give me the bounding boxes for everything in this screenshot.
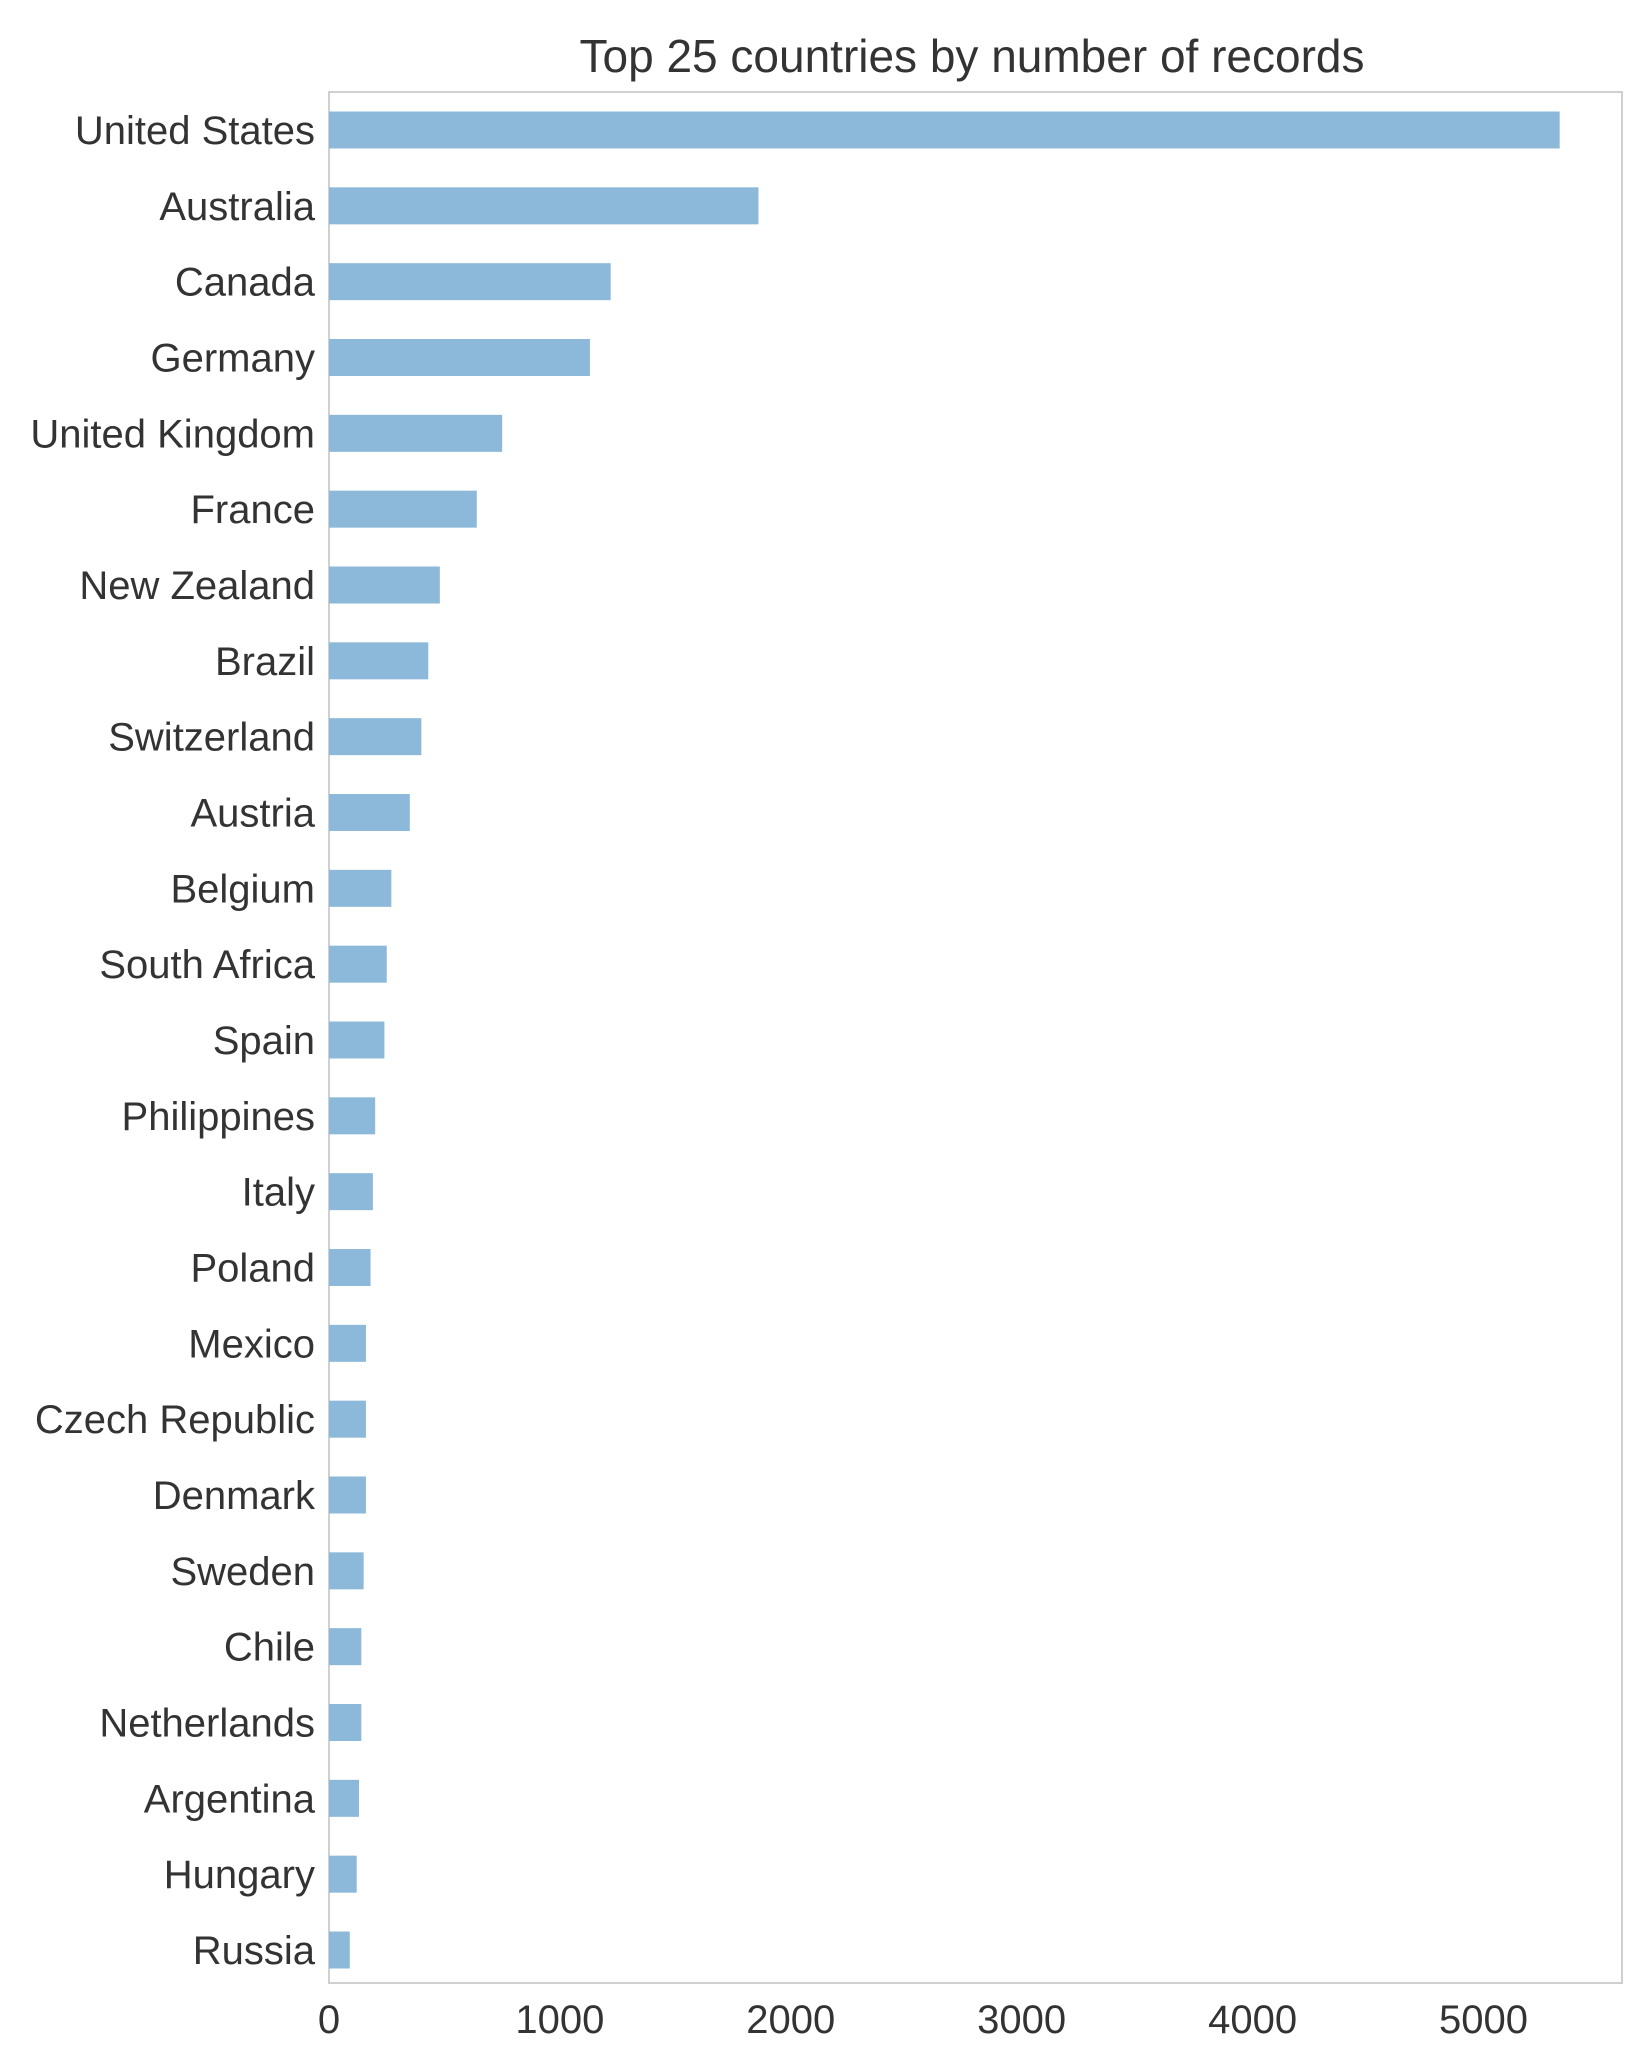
bar-south-africa	[329, 945, 387, 983]
bar-sweden	[329, 1552, 364, 1590]
x-tick-label: 0	[318, 1998, 340, 2042]
category-label: Hungary	[164, 1853, 315, 1897]
category-label: Sweden	[170, 1550, 315, 1594]
bar-brazil	[329, 642, 429, 680]
category-label: Belgium	[170, 867, 315, 911]
category-label: Canada	[175, 261, 316, 305]
category-label: United States	[75, 109, 315, 153]
bar-czech-republic	[329, 1400, 366, 1438]
category-label: United Kingdom	[30, 412, 315, 456]
bar-belgium	[329, 869, 392, 907]
bar-argentina	[329, 1779, 360, 1817]
x-axis-ticks: 0 1000 2000 3000 4000 5000	[318, 1998, 1528, 2042]
category-label: Netherlands	[99, 1702, 315, 1746]
category-label: Italy	[242, 1171, 315, 1215]
bar-italy	[329, 1173, 373, 1211]
category-label: Switzerland	[108, 716, 315, 760]
category-label: Germany	[151, 337, 316, 381]
bar-new-zealand	[329, 566, 440, 604]
category-label: Mexico	[188, 1322, 315, 1366]
chart-title: Top 25 countries by number of records	[580, 30, 1365, 82]
category-label: Philippines	[122, 1095, 315, 1139]
bar-united-kingdom	[329, 414, 503, 452]
category-label: Poland	[190, 1247, 315, 1291]
category-labels: United States Australia Canada Germany Unite…	[30, 109, 316, 1973]
x-tick-label: 1000	[515, 1998, 604, 2042]
category-label: South Africa	[99, 943, 315, 987]
bars-group	[329, 111, 1560, 1969]
category-label: Denmark	[153, 1474, 316, 1518]
category-label: Russia	[193, 1929, 316, 1973]
bar-mexico	[329, 1324, 366, 1362]
bar-hungary	[329, 1855, 357, 1893]
bar-france	[329, 490, 477, 528]
x-tick-label: 3000	[977, 1998, 1066, 2042]
category-label: France	[191, 488, 316, 532]
bar-spain	[329, 1021, 385, 1059]
bar-austria	[329, 794, 410, 831]
category-label: Brazil	[215, 640, 315, 684]
bar-philippines	[329, 1097, 376, 1135]
bar-russia	[329, 1931, 350, 1969]
category-label: Argentina	[144, 1777, 316, 1821]
bar-poland	[329, 1249, 371, 1286]
bar-chile	[329, 1628, 362, 1666]
bar-canada	[329, 263, 611, 301]
x-tick-label: 4000	[1208, 1998, 1297, 2042]
category-label: Czech Republic	[35, 1398, 315, 1442]
bar-australia	[329, 187, 759, 225]
bar-united-states	[329, 111, 1560, 149]
bar-germany	[329, 339, 590, 376]
category-label: Chile	[224, 1626, 315, 1670]
category-label: Australia	[159, 185, 315, 229]
x-tick-label: 5000	[1439, 1998, 1528, 2042]
category-label: Spain	[213, 1019, 315, 1063]
category-label: New Zealand	[79, 564, 315, 608]
bar-switzerland	[329, 718, 422, 756]
bar-netherlands	[329, 1704, 362, 1741]
bar-denmark	[329, 1476, 366, 1514]
category-label: Austria	[191, 792, 316, 836]
x-tick-label: 2000	[746, 1998, 835, 2042]
